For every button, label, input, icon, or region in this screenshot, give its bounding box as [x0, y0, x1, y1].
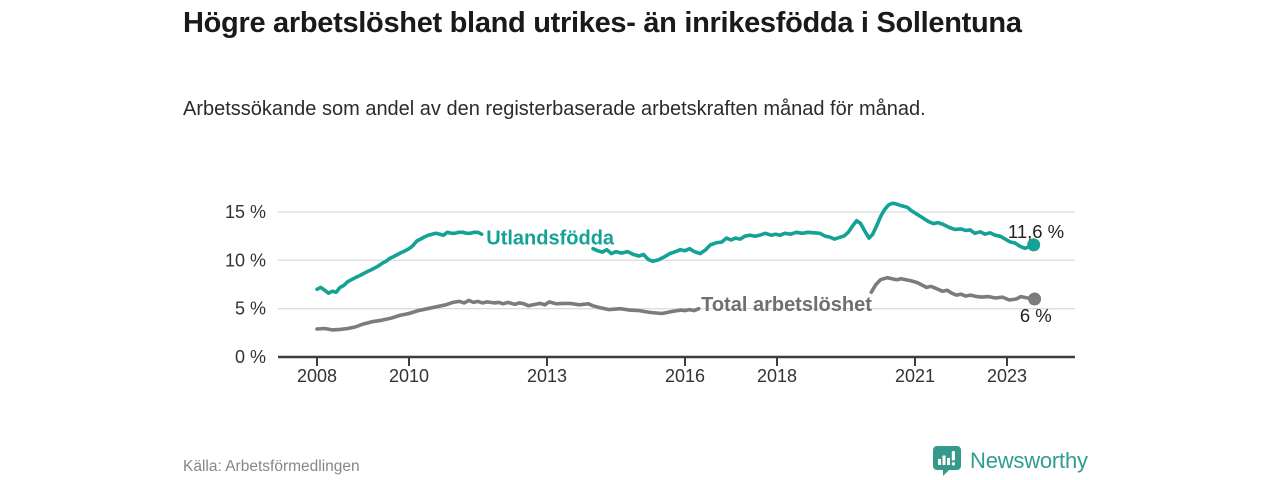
- newsworthy-logo-icon: [933, 446, 961, 476]
- series-label: Utlandsfödda: [486, 228, 615, 250]
- series-end-dot: [1027, 238, 1041, 252]
- y-tick-label: 5 %: [235, 299, 266, 319]
- newsworthy-logo: Newsworthy: [932, 445, 1088, 477]
- end-value-label: 6 %: [1020, 305, 1052, 326]
- x-tick-label: 2021: [895, 366, 935, 386]
- source-note: Källa: Arbetsförmedlingen: [183, 458, 360, 475]
- y-tick-label: 10 %: [225, 250, 266, 270]
- series-label: Total arbetslöshet: [701, 294, 872, 316]
- series-line-total: [869, 275, 1037, 302]
- x-tick-label: 2010: [389, 366, 429, 386]
- x-tick-label: 2023: [987, 366, 1027, 386]
- series-line-utlandsfodda: [591, 201, 1036, 264]
- x-tick-label: 2018: [757, 366, 797, 386]
- newsworthy-logo-text: Newsworthy: [970, 448, 1088, 473]
- series-line-total: [315, 298, 701, 332]
- y-tick-label: 15 %: [225, 202, 266, 222]
- x-tick-label: 2016: [665, 366, 705, 386]
- series-line-utlandsfodda: [315, 230, 484, 296]
- chart-subtitle: Arbetssökande som andel av den registerb…: [183, 98, 926, 120]
- x-tick-label: 2013: [527, 366, 567, 386]
- x-tick-label: 2008: [297, 366, 337, 386]
- end-value-label: 11,6 %: [1008, 221, 1064, 242]
- chart-title: Högre arbetslöshet bland utrikes- än inr…: [183, 7, 1022, 39]
- y-tick-label: 0 %: [235, 347, 266, 367]
- series-end-dot: [1028, 292, 1042, 306]
